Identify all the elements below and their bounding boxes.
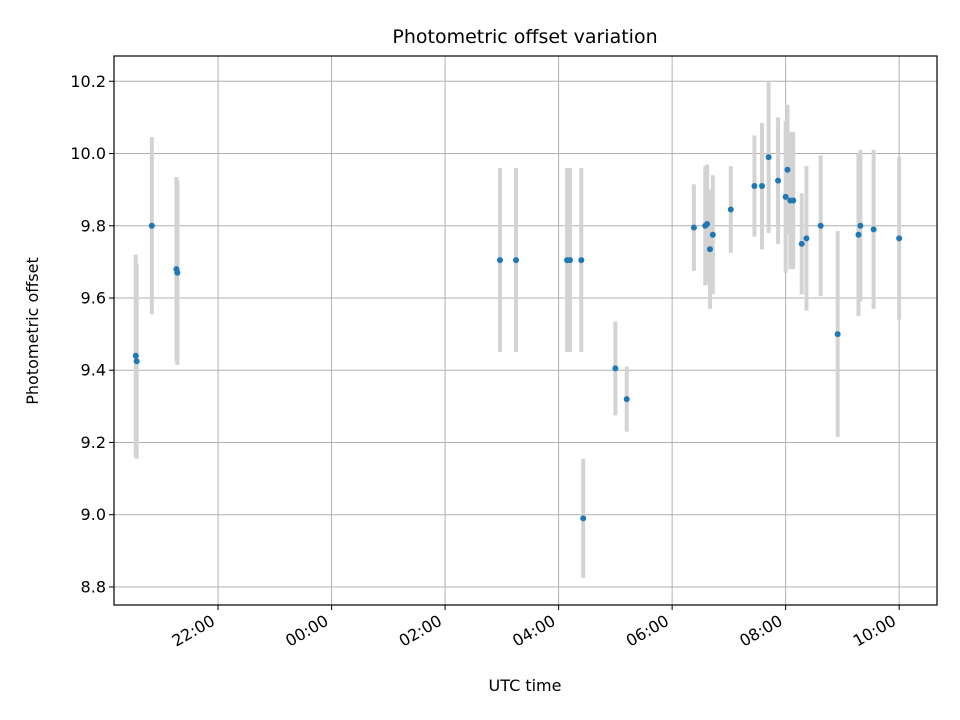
data-point: [704, 220, 711, 227]
plot-frame: [113, 55, 938, 606]
data-point: [174, 269, 181, 276]
data-point: [133, 358, 140, 365]
data-point: [803, 235, 810, 242]
data-point: [513, 257, 520, 264]
data-point: [775, 177, 782, 184]
data-point: [612, 365, 619, 372]
data-point: [857, 222, 864, 229]
data-points: [132, 154, 903, 522]
y-tick-label: 9.6: [81, 288, 106, 307]
y-tick-label: 9.2: [81, 433, 106, 452]
data-point: [132, 352, 139, 359]
data-point: [790, 197, 797, 204]
data-point: [727, 206, 734, 213]
y-tick-label: 9.8: [81, 216, 106, 235]
data-point: [709, 231, 716, 238]
data-point: [751, 183, 758, 190]
y-tick-label: 8.8: [81, 577, 106, 596]
data-point: [765, 154, 772, 161]
data-point: [580, 515, 587, 522]
data-point: [496, 257, 503, 264]
data-point: [870, 226, 877, 233]
data-point: [690, 224, 697, 231]
data-point: [566, 257, 573, 264]
y-tick-label: 9.0: [81, 505, 106, 524]
y-tick-label: 9.4: [81, 361, 106, 380]
data-point: [798, 240, 805, 247]
data-point: [782, 193, 789, 200]
data-point: [623, 396, 630, 403]
y-tick-label: 10.0: [70, 144, 106, 163]
chart-title: Photometric offset variation: [392, 26, 657, 48]
data-point: [784, 166, 791, 173]
data-point: [758, 183, 765, 190]
data-point: [578, 257, 585, 264]
data-point: [817, 222, 824, 229]
data-point: [834, 331, 841, 338]
data-point: [855, 231, 862, 238]
x-axis-label: UTC time: [489, 676, 562, 695]
data-point: [706, 246, 713, 253]
y-axis-label: Photometric offset: [23, 257, 42, 405]
data-point: [148, 222, 155, 229]
data-point: [896, 235, 903, 242]
y-tick-label: 10.2: [70, 72, 106, 91]
y-axis-ticks: 8.8 9.0 9.2 9.4 9.6 9.8 10.0 10.2: [70, 72, 114, 596]
